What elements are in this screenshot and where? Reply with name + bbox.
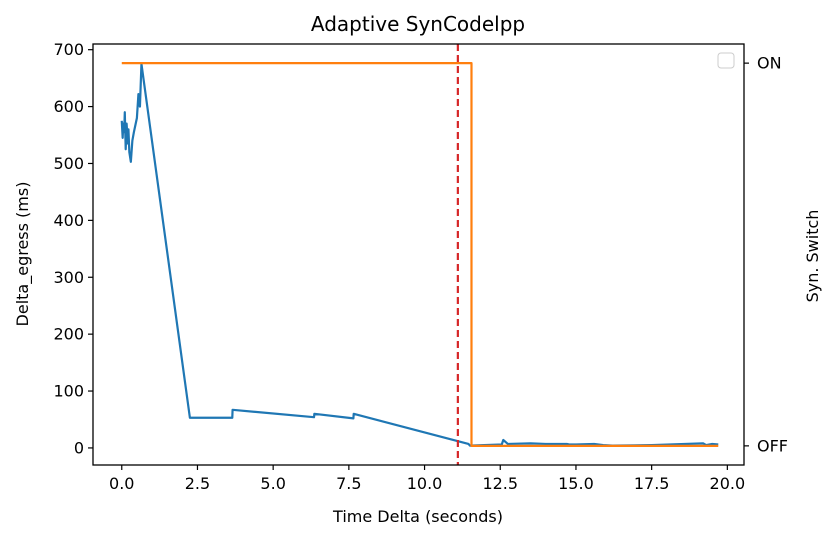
y-axis-label: Delta_egress (ms) [13, 182, 33, 327]
right-y-tick-label: OFF [757, 436, 788, 455]
x-tick-label: 10.0 [407, 474, 443, 493]
y-tick-label: 700 [53, 40, 84, 59]
plot-frame [92, 43, 745, 466]
series-line-2 [121, 62, 719, 447]
y-tick-label: 400 [53, 211, 84, 230]
y-tick-label: 100 [53, 382, 84, 401]
y-tick-label: 600 [53, 97, 84, 116]
x-tick-label: 20.0 [710, 474, 746, 493]
y-tick-label: 300 [53, 268, 84, 287]
right-y-tick-label: ON [757, 54, 782, 73]
x-tick-label: 17.5 [634, 474, 670, 493]
y-tick-label: 200 [53, 325, 84, 344]
y-tick-label: 0 [74, 438, 84, 457]
chart-title: Adaptive SynCodelpp [311, 12, 525, 36]
x-tick-label: 12.5 [482, 474, 518, 493]
x-axis-label: Time Delta (seconds) [332, 507, 503, 526]
y-tick-label: 500 [53, 154, 84, 173]
y-axis: 0 100 200 300 400 500 600 700 [53, 40, 93, 457]
x-tick-label: 7.5 [336, 474, 361, 493]
series-line-1 [120, 62, 719, 447]
x-tick-label: 2.5 [185, 474, 210, 493]
x-tick-label: 0.0 [109, 474, 134, 493]
right-y-axis: OFF ON [744, 54, 788, 455]
x-tick-label: 15.0 [558, 474, 594, 493]
plot-marks [120, 44, 719, 465]
legend-box [717, 52, 735, 69]
right-y-axis-label: Syn. Switch [803, 210, 822, 303]
x-tick-label: 5.0 [260, 474, 285, 493]
x-axis: 0.0 2.5 5.0 7.5 10.0 12.5 15.0 17.5 20.0 [109, 465, 745, 493]
